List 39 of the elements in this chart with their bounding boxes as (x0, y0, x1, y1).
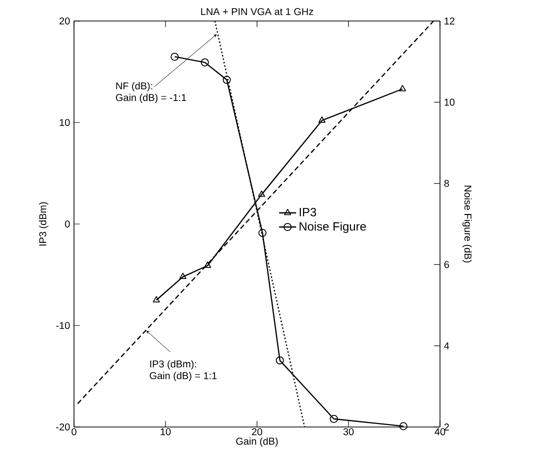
y2-tick-label: 10 (444, 98, 455, 106)
y2-tick-label: 4 (444, 342, 450, 350)
y2-axis-title: Noise Figure (dB) (462, 186, 472, 262)
annotation: NF (dB): (116, 82, 152, 92)
point (258, 228, 267, 237)
y2-tick-label: 6 (444, 261, 449, 268)
point (170, 52, 179, 61)
y-tick-label: -20 (56, 423, 70, 431)
chart-title: LNA + PIN VGA at 1 GHz (201, 8, 314, 16)
point (204, 262, 212, 268)
y-tick-label: 0 (65, 220, 70, 228)
point (399, 422, 408, 430)
y-axis-title: IP3 (dBm) (38, 202, 48, 246)
point (330, 414, 338, 423)
y-tick-label: 10 (60, 118, 70, 126)
point (152, 296, 160, 302)
x-axis-title: Gain (dB) (236, 437, 278, 447)
point (318, 116, 326, 123)
y-tick-label: -10 (56, 322, 70, 330)
legend-label: Noise Figure (300, 222, 366, 234)
y2-tick-label: 8 (444, 180, 449, 187)
annotation: IP3 (dBm): (150, 360, 196, 370)
x-tick-label: 0 (72, 428, 76, 436)
point (258, 190, 266, 197)
annotation: Gain (dB) = 1:1 (150, 372, 217, 382)
x-tick-label: 20 (252, 428, 262, 436)
point (179, 272, 186, 280)
y2-tick-label: 2 (444, 424, 449, 430)
annotation: Gain (dB) = -1:1 (116, 94, 186, 104)
y2-tick-label: 12 (444, 18, 454, 24)
y-tick-label: 20 (60, 17, 70, 25)
point (222, 76, 231, 84)
x-tick-label: 40 (434, 428, 446, 436)
point (200, 58, 209, 66)
legend-label: IP3 (300, 208, 316, 216)
point (398, 84, 406, 92)
x-tick-label: 30 (343, 428, 354, 436)
point (276, 356, 284, 364)
x-tick-label: 10 (160, 428, 171, 436)
